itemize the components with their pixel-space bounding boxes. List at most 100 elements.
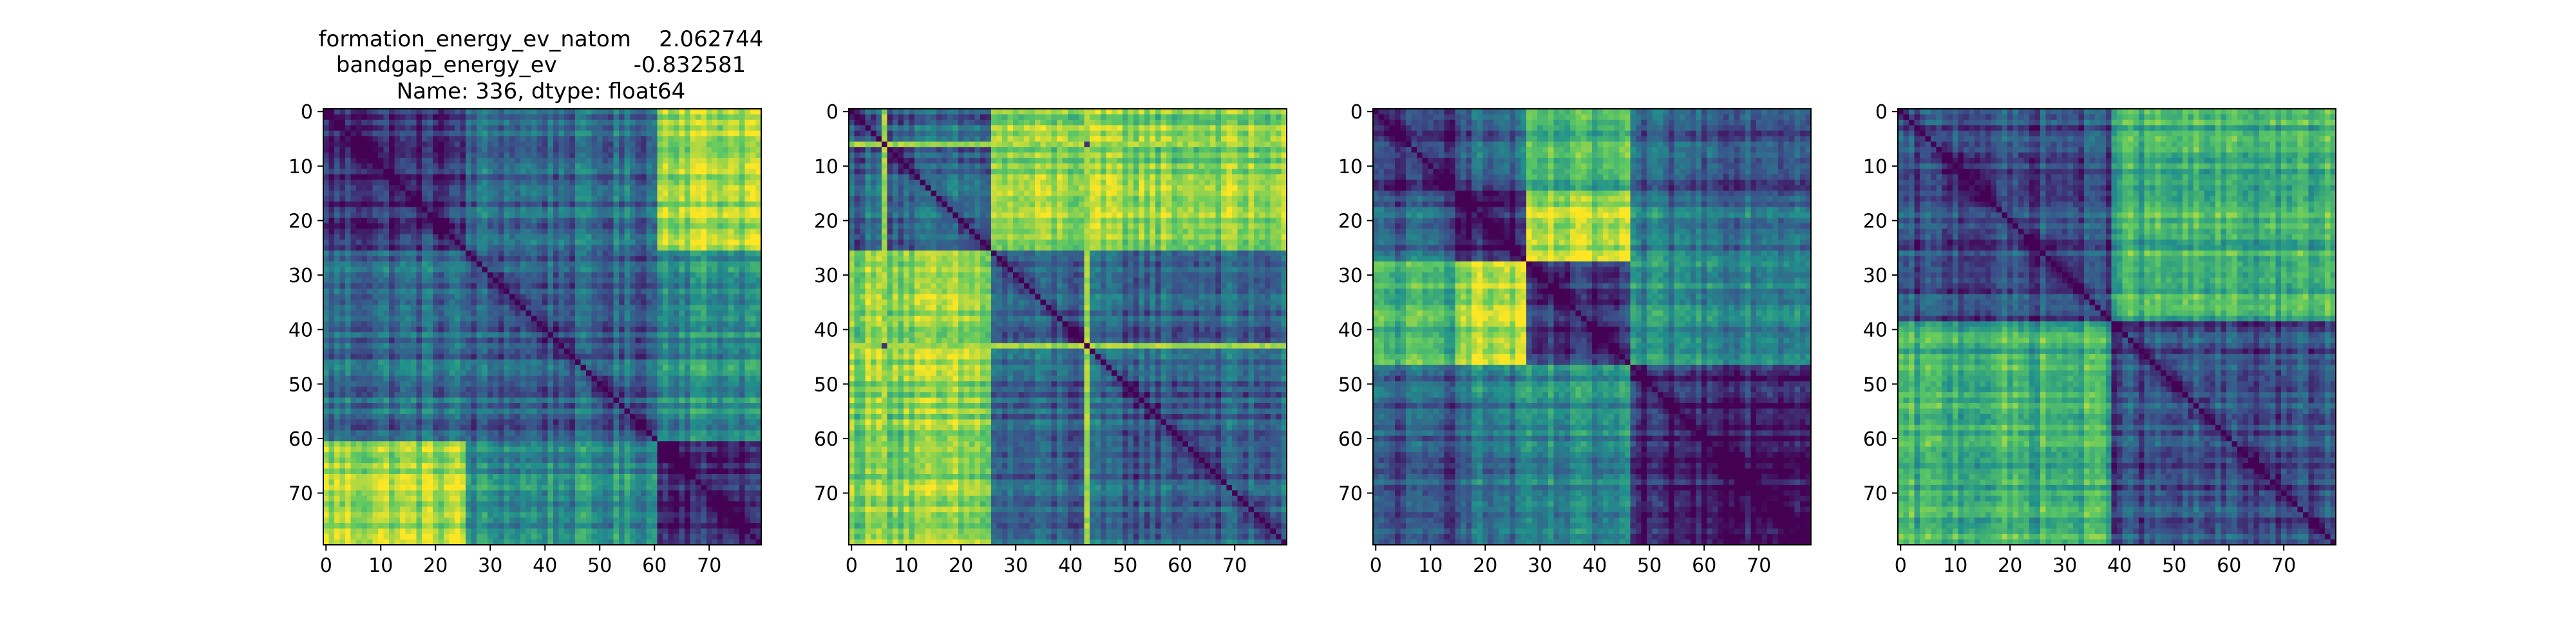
heatmap-cell bbox=[509, 337, 515, 343]
heatmap-cell bbox=[395, 321, 401, 327]
heatmap-cell bbox=[515, 408, 521, 414]
heatmap-cell bbox=[668, 441, 674, 447]
heatmap-cell bbox=[351, 299, 357, 305]
heatmap-cell bbox=[362, 229, 368, 234]
heatmap-cell bbox=[728, 430, 734, 436]
heatmap-cell bbox=[477, 213, 482, 218]
heatmap-cell bbox=[750, 436, 756, 442]
heatmap-cell bbox=[351, 223, 357, 229]
heatmap-cell bbox=[564, 185, 570, 191]
heatmap-cell bbox=[734, 289, 740, 294]
heatmap-cell bbox=[690, 321, 696, 327]
heatmap-cell bbox=[400, 289, 406, 294]
heatmap-cell bbox=[411, 147, 417, 153]
heatmap-cell bbox=[723, 365, 729, 371]
heatmap-cell bbox=[701, 414, 707, 420]
heatmap-cell bbox=[520, 370, 526, 376]
heatmap-cell bbox=[614, 213, 620, 218]
heatmap-cell bbox=[723, 147, 729, 153]
heatmap-cell bbox=[564, 316, 570, 322]
heatmap-cell bbox=[706, 213, 712, 218]
heatmap-cell bbox=[717, 261, 723, 267]
heatmap-cell bbox=[509, 387, 515, 393]
heatmap-cell bbox=[526, 398, 532, 404]
heatmap-cell bbox=[652, 120, 658, 126]
heatmap-cell bbox=[542, 234, 548, 240]
heatmap-cell bbox=[750, 398, 756, 404]
heatmap-cell bbox=[400, 299, 406, 305]
heatmap-cell bbox=[367, 136, 373, 142]
heatmap-cell bbox=[488, 213, 493, 218]
heatmap-cell bbox=[745, 202, 751, 207]
heatmap-cell bbox=[625, 359, 630, 365]
heatmap-cell bbox=[658, 245, 663, 251]
heatmap-cell bbox=[509, 370, 515, 376]
heatmap-cell bbox=[509, 332, 515, 338]
heatmap-cell bbox=[526, 147, 532, 153]
heatmap-cell bbox=[734, 419, 740, 425]
heatmap-cell bbox=[575, 202, 581, 207]
heatmap-cell bbox=[482, 294, 488, 300]
heatmap-cell bbox=[340, 272, 346, 278]
heatmap-cell bbox=[690, 430, 696, 436]
heatmap-cell bbox=[334, 414, 340, 420]
heatmap-cell bbox=[504, 408, 510, 414]
heatmap-cell bbox=[592, 408, 598, 414]
heatmap-cell bbox=[362, 251, 368, 256]
heatmap-cell bbox=[581, 114, 587, 120]
heatmap-cell bbox=[389, 256, 395, 261]
heatmap-cell bbox=[450, 207, 455, 213]
heatmap-cell bbox=[482, 223, 488, 229]
heatmap-cell bbox=[647, 169, 652, 175]
heatmap-cell bbox=[575, 337, 581, 343]
heatmap-cell bbox=[433, 261, 439, 267]
heatmap-cell bbox=[526, 430, 532, 436]
heatmap-cell bbox=[428, 294, 433, 300]
heatmap-cell bbox=[559, 327, 565, 333]
heatmap-cell bbox=[367, 261, 373, 267]
heatmap-cell bbox=[712, 408, 718, 414]
heatmap-cell bbox=[712, 109, 718, 115]
heatmap-cell bbox=[428, 327, 433, 333]
heatmap-cell bbox=[444, 310, 450, 316]
heatmap-cell bbox=[728, 289, 734, 294]
heatmap-cell bbox=[728, 272, 734, 278]
heatmap-cell bbox=[542, 136, 548, 142]
heatmap-cell bbox=[597, 316, 603, 322]
heatmap-cell bbox=[488, 251, 493, 256]
heatmap-cell bbox=[444, 251, 450, 256]
heatmap-cell bbox=[450, 294, 455, 300]
heatmap-cell bbox=[493, 272, 499, 278]
heatmap-cell bbox=[647, 436, 652, 442]
heatmap-cell bbox=[417, 240, 422, 245]
heatmap-cell bbox=[663, 169, 668, 175]
heatmap-cell bbox=[356, 245, 362, 251]
heatmap-cell bbox=[564, 436, 570, 442]
heatmap-cell bbox=[373, 245, 379, 251]
heatmap-cell bbox=[597, 191, 603, 196]
heatmap-cell bbox=[652, 425, 658, 431]
heatmap-cell bbox=[444, 180, 450, 185]
heatmap-cell bbox=[685, 305, 690, 311]
heatmap-cell bbox=[455, 321, 460, 327]
heatmap-cell bbox=[630, 153, 636, 158]
heatmap-cell bbox=[706, 267, 712, 272]
heatmap-cell bbox=[488, 365, 493, 371]
heatmap-cell bbox=[696, 365, 701, 371]
heatmap-cell bbox=[636, 299, 641, 305]
heatmap-cell bbox=[647, 321, 652, 327]
heatmap-cell bbox=[384, 332, 390, 338]
heatmap-cell bbox=[488, 196, 493, 202]
heatmap-cell bbox=[570, 310, 576, 316]
heatmap-cell bbox=[636, 436, 641, 442]
heatmap-cell bbox=[728, 153, 734, 158]
heatmap-cell bbox=[619, 229, 625, 234]
heatmap-cell bbox=[685, 164, 690, 169]
heatmap-cell bbox=[559, 207, 565, 213]
heatmap-cell bbox=[406, 419, 412, 425]
heatmap-cell bbox=[422, 403, 428, 409]
heatmap-cell bbox=[647, 332, 652, 338]
heatmap-cell bbox=[537, 229, 543, 234]
heatmap-cell bbox=[439, 370, 444, 376]
heatmap-cell bbox=[745, 185, 751, 191]
